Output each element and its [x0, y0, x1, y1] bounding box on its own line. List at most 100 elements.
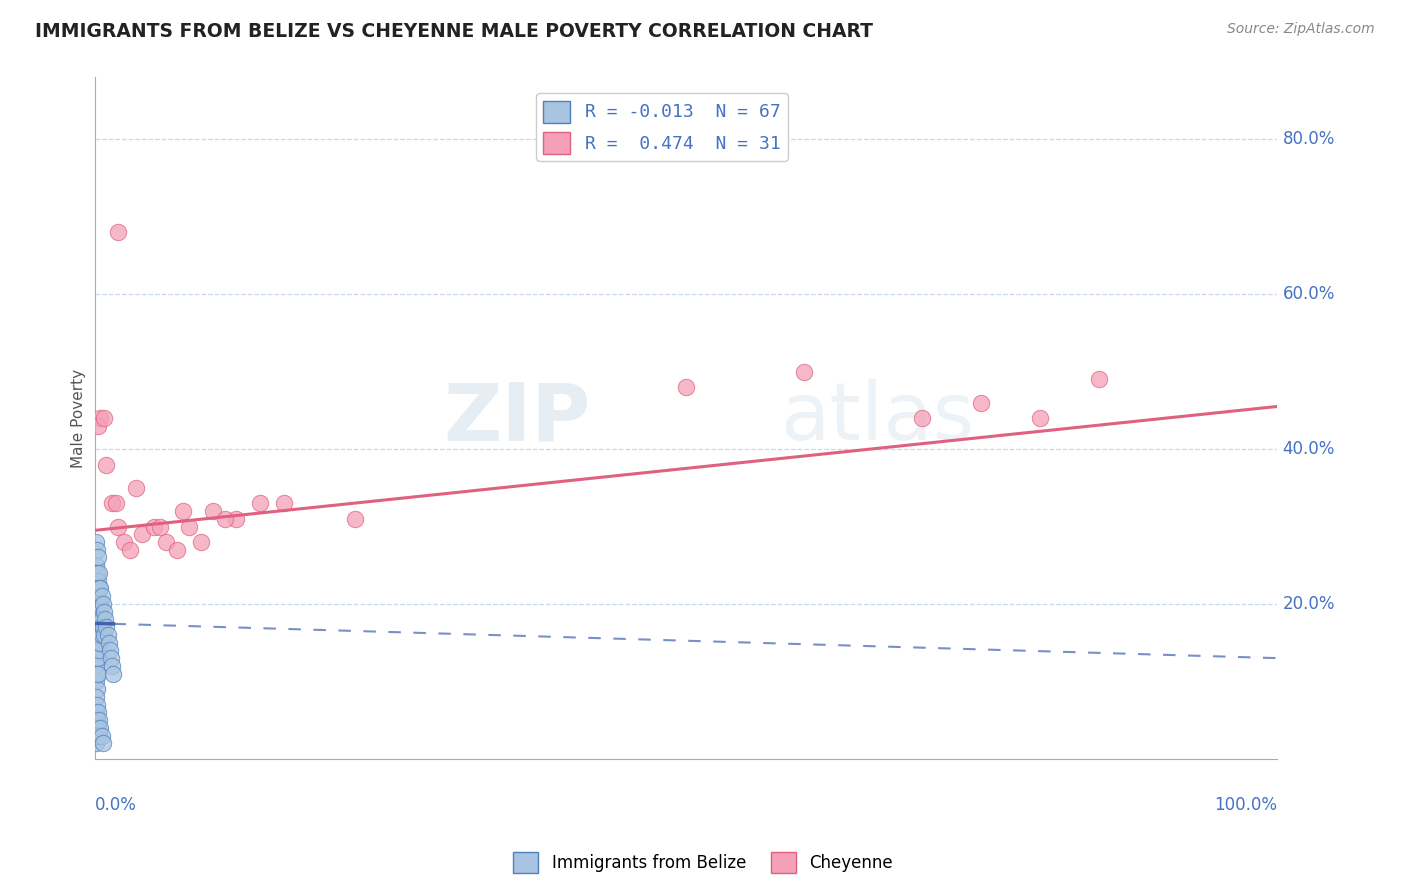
Point: [118, 542, 141, 557]
Text: Source: ZipAtlas.com: Source: ZipAtlas.com: [1227, 22, 1375, 37]
Point: [125, 481, 148, 495]
Point: [97, 635, 120, 649]
Text: 60.0%: 60.0%: [1282, 285, 1336, 303]
Text: atlas: atlas: [780, 379, 974, 457]
Point: [107, 519, 129, 533]
Point: [89, 713, 111, 727]
Point: [94, 612, 117, 626]
Text: 20.0%: 20.0%: [1282, 595, 1336, 613]
Point: [86, 713, 108, 727]
Point: [86, 628, 108, 642]
Point: [93, 628, 115, 642]
Point: [91, 620, 114, 634]
Point: [98, 643, 121, 657]
Point: [86, 566, 108, 580]
Point: [249, 496, 271, 510]
Point: [87, 706, 110, 720]
Point: [101, 658, 124, 673]
Point: [86, 582, 108, 596]
Point: [86, 635, 108, 649]
Point: [1029, 411, 1052, 425]
Point: [84, 558, 107, 573]
Point: [90, 729, 112, 743]
Point: [87, 620, 110, 634]
Point: [87, 666, 110, 681]
Point: [87, 550, 110, 565]
Point: [100, 651, 122, 665]
Point: [793, 365, 815, 379]
Point: [89, 582, 111, 596]
Point: [84, 674, 107, 689]
Point: [87, 635, 110, 649]
Point: [86, 729, 108, 743]
Point: [104, 496, 127, 510]
Point: [96, 458, 118, 472]
Point: [107, 225, 129, 239]
Point: [84, 620, 107, 634]
Point: [89, 721, 111, 735]
Point: [166, 542, 188, 557]
Point: [89, 628, 111, 642]
Point: [87, 651, 110, 665]
Point: [93, 411, 115, 425]
Point: [101, 496, 124, 510]
Point: [90, 612, 112, 626]
Point: [84, 535, 107, 549]
Point: [86, 542, 108, 557]
Point: [103, 666, 125, 681]
Point: [84, 612, 107, 626]
Point: [89, 605, 111, 619]
Point: [155, 535, 177, 549]
Point: [86, 651, 108, 665]
Point: [214, 512, 236, 526]
Point: [84, 721, 107, 735]
Point: [86, 682, 108, 697]
Point: [86, 666, 108, 681]
Point: [87, 605, 110, 619]
Point: [86, 698, 108, 712]
Point: [142, 519, 165, 533]
Legend: R = -0.013  N = 67, R =  0.474  N = 31: R = -0.013 N = 67, R = 0.474 N = 31: [536, 94, 787, 161]
Point: [87, 721, 110, 735]
Point: [343, 512, 366, 526]
Point: [131, 527, 153, 541]
Point: [190, 535, 212, 549]
Point: [89, 643, 111, 657]
Point: [675, 380, 697, 394]
Point: [172, 504, 194, 518]
Point: [86, 597, 108, 611]
Point: [91, 736, 114, 750]
Point: [84, 643, 107, 657]
Text: ZIP: ZIP: [444, 379, 591, 457]
Point: [90, 589, 112, 603]
Point: [96, 620, 118, 634]
Point: [87, 589, 110, 603]
Point: [179, 519, 201, 533]
Point: [89, 597, 111, 611]
Text: 40.0%: 40.0%: [1282, 440, 1336, 458]
Point: [1088, 372, 1111, 386]
Point: [84, 729, 107, 743]
Point: [89, 612, 111, 626]
Point: [970, 395, 993, 409]
Point: [89, 411, 111, 425]
Point: [93, 605, 115, 619]
Point: [201, 504, 224, 518]
Point: [911, 411, 934, 425]
Point: [89, 635, 111, 649]
Text: IMMIGRANTS FROM BELIZE VS CHEYENNE MALE POVERTY CORRELATION CHART: IMMIGRANTS FROM BELIZE VS CHEYENNE MALE …: [35, 22, 873, 41]
Point: [89, 582, 111, 596]
Point: [90, 628, 112, 642]
Point: [89, 729, 111, 743]
Text: 0.0%: 0.0%: [94, 797, 136, 814]
Text: 100.0%: 100.0%: [1213, 797, 1277, 814]
Point: [97, 628, 120, 642]
Legend: Immigrants from Belize, Cheyenne: Immigrants from Belize, Cheyenne: [506, 846, 900, 880]
Point: [86, 612, 108, 626]
Y-axis label: Male Poverty: Male Poverty: [72, 368, 86, 467]
Point: [87, 418, 110, 433]
Point: [91, 597, 114, 611]
Point: [149, 519, 172, 533]
Point: [89, 566, 111, 580]
Point: [87, 574, 110, 588]
